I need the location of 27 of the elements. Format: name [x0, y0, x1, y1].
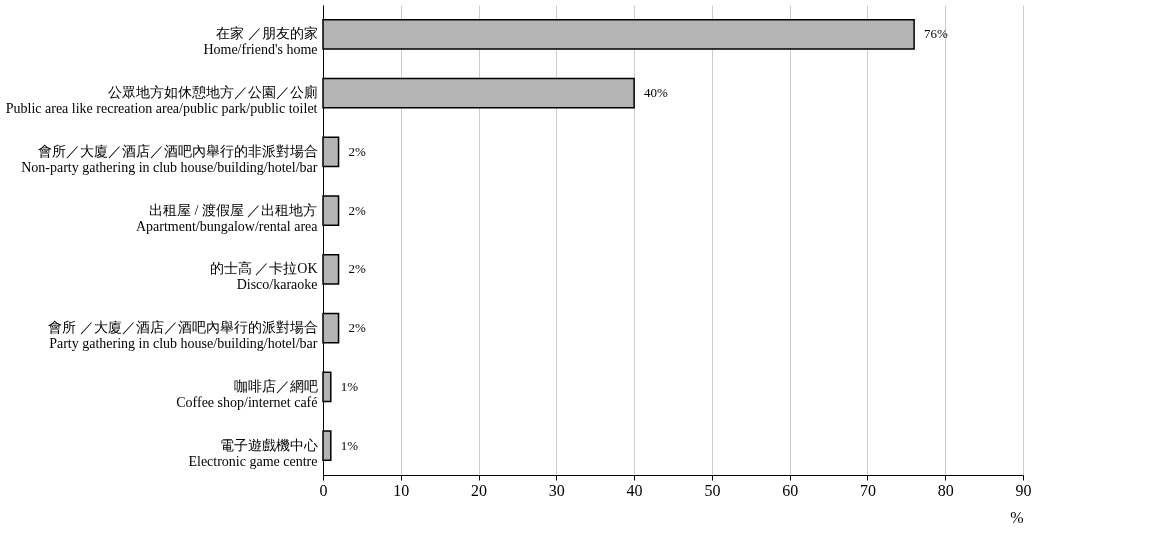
x-tick-label: 30 — [548, 481, 565, 499]
data-label: 2% — [348, 261, 367, 277]
y-tick-label: 出租屋 / 渡假屋 ／出租地方 Apartment/bungalow/rental area — [135, 202, 319, 234]
data-label: 1% — [340, 437, 359, 453]
y-tick-label: 咖啡店／網吧 Coffee shop/internet café — [176, 378, 318, 410]
x-tick-label: 70 — [859, 481, 876, 499]
y-tick-label: 在家 ／朋友的家 Home/friend's home — [203, 26, 318, 58]
x-tick-label: 50 — [704, 481, 721, 499]
x-tick-label: 40 — [626, 481, 643, 499]
x-tick-label: 0 — [319, 481, 328, 499]
data-label: 2% — [348, 202, 367, 218]
y-tick-label: 電子遊戲機中心 Electronic game centre — [188, 437, 318, 469]
x-axis-title: % — [1010, 508, 1024, 526]
data-label: 2% — [348, 320, 367, 336]
data-label: 2% — [348, 143, 367, 159]
x-tick-label: 10 — [393, 481, 410, 499]
y-tick-label: 公眾地方如休憩地方／公園／公廁 Public area like recreation area/public park/public toilet — [5, 85, 318, 117]
x-tick-label: 20 — [471, 481, 488, 499]
y-tick-label: 的士高 ／卡拉OK Disco/karaoke — [209, 261, 318, 293]
x-tick-label: 60 — [782, 481, 799, 499]
y-tick-label: 會所／大廈／酒店／酒吧內舉行的非派對場合 Non-party gathering in club house/building/hotel/bar — [21, 143, 318, 175]
x-tick-label: 90 — [1015, 481, 1032, 499]
data-label: 76% — [924, 26, 949, 42]
y-tick-label: 會所 ／大廈／酒店／酒吧內舉行的派對場合 Party gathering in club house/building/hotel/bar — [48, 320, 318, 352]
x-tick-label: 80 — [937, 481, 954, 499]
data-label: 1% — [340, 378, 359, 394]
data-label: 40% — [644, 85, 669, 101]
